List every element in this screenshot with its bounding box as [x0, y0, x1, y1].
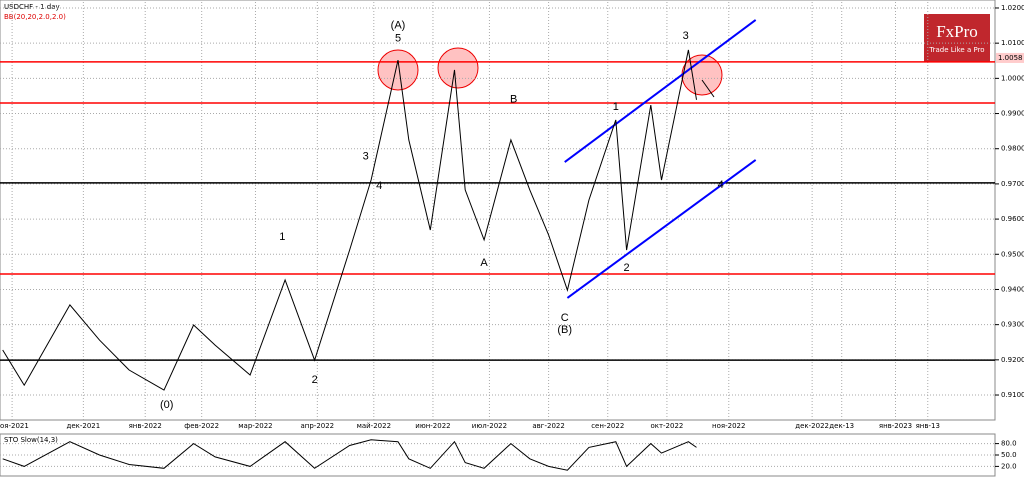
y-tick-label: 80.0	[1001, 440, 1017, 448]
y-tick-label: 20.0	[1001, 462, 1017, 470]
wave-label: 2	[624, 262, 630, 274]
x-tick-label: мар-2022	[238, 422, 272, 430]
channel-line	[566, 159, 757, 299]
wave-label: 4	[376, 180, 382, 192]
arrow	[701, 79, 715, 98]
y-tick-label: 1.0000	[1001, 74, 1024, 82]
y-tick-label: 0.9600	[1001, 215, 1024, 223]
x-tick-label: фев-2022	[184, 422, 219, 430]
y-tick-label: 1.0100	[1001, 39, 1024, 47]
highlight-circle	[377, 49, 419, 91]
x-tick-label: ноя-2022	[712, 422, 745, 430]
y-tick-label: 0.9700	[1001, 180, 1024, 188]
y-tick-label: 0.9400	[1001, 285, 1024, 293]
x-tick-label: сен-2022	[591, 422, 624, 430]
chart-title: USDCHF - 1 day	[4, 3, 60, 11]
x-tick-label: янв-2022	[129, 422, 162, 430]
logo-name: FxPro	[936, 22, 978, 41]
highlight-circle	[437, 47, 479, 89]
wave-label: 5	[395, 32, 401, 44]
wave-label: A	[480, 257, 488, 269]
wave-label: 1	[613, 101, 619, 113]
last-price-box	[996, 52, 1024, 63]
wave-label: 4	[718, 179, 724, 191]
y-tick-label: 50.0	[1001, 451, 1017, 459]
x-tick-label: апр-2022	[300, 422, 334, 430]
price-line	[2, 439, 697, 471]
wave-label: (A)	[391, 19, 406, 31]
wave-label: C	[561, 312, 569, 324]
y-tick-label: 0.9500	[1001, 250, 1024, 258]
x-tick-label: ноя-2021	[0, 422, 29, 430]
channel-line	[564, 19, 757, 163]
logo-tagline: Trade Like a Pro	[928, 46, 984, 54]
wave-label: 2	[312, 374, 318, 386]
wave-label: 3	[363, 151, 369, 163]
chart-subtitle: BB(20,20,2.0,2.0)	[4, 13, 66, 21]
y-tick-label: 1.0200	[1001, 4, 1024, 12]
y-tick-label: 0.9200	[1001, 356, 1024, 364]
x-tick-label: май-2022	[357, 422, 391, 430]
x-tick-label: июл-2022	[472, 422, 507, 430]
logo-box	[924, 14, 990, 62]
y-tick-label: 0.9900	[1001, 110, 1024, 118]
price-line	[2, 49, 697, 391]
sto-frame	[0, 433, 996, 477]
x-tick-label: июн-2022	[415, 422, 450, 430]
y-tick-label: 0.9300	[1001, 321, 1024, 329]
wave-label: (0)	[160, 399, 173, 411]
x-tick-label: янв-2023	[879, 422, 912, 430]
wave-label: B	[510, 94, 517, 106]
x-tick-label: дек-2021	[67, 422, 101, 430]
x-tick-label: окт-2022	[650, 422, 683, 430]
y-tick-label: 0.9800	[1001, 145, 1024, 153]
x-tick-label: дек-13	[829, 422, 854, 430]
x-tick-label: янв-13	[916, 422, 940, 430]
sto-title: STO Slow(14,3)	[4, 436, 58, 444]
x-tick-label: авг-2022	[532, 422, 564, 430]
x-tick-label: дек-2022	[795, 422, 829, 430]
price-frame	[0, 0, 996, 421]
y-tick-label: 0.9100	[1001, 391, 1024, 399]
wave-label: (B)	[557, 324, 572, 336]
wave-label: 3	[683, 30, 689, 42]
last-price-label: 1.0058	[998, 54, 1023, 62]
wave-label: 1	[279, 231, 285, 243]
